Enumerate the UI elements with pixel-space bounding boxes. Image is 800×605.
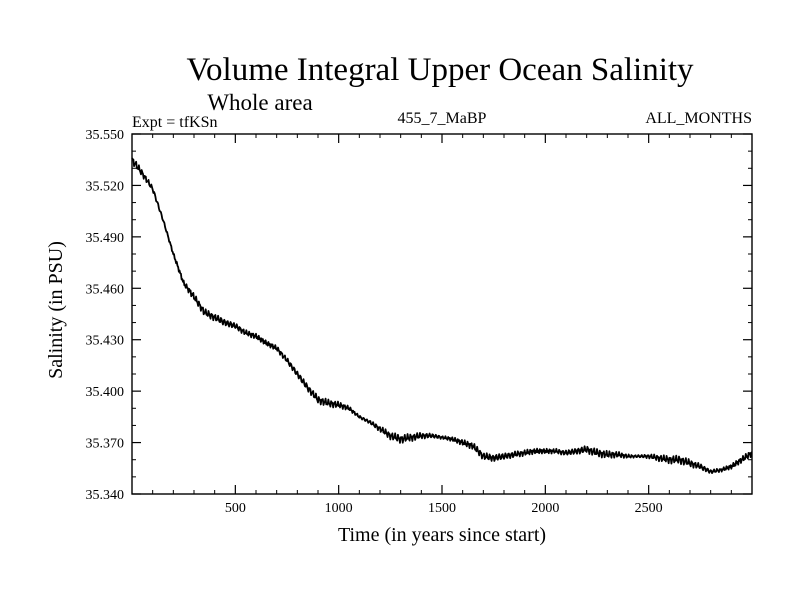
chart-title: Volume Integral Upper Ocean Salinity [186,52,694,88]
y-tick-label: 35.370 [86,437,125,452]
expt-label: Expt = tfKSn [132,114,217,131]
months-label: ALL_MONTHS [645,110,752,127]
y-axis-label: Salinity (in PSU) [45,241,67,379]
y-tick-label: 35.520 [86,179,125,194]
y-tick-label: 35.340 [86,488,125,503]
run-label: 455_7_MaBP [398,110,487,127]
y-tick-label: 35.430 [86,334,125,349]
x-axis-label: Time (in years since start) [338,524,546,546]
chart-subtitle: Whole area [207,90,312,115]
x-tick-label: 2000 [531,501,559,516]
y-tick-label: 35.490 [86,231,125,246]
x-tick-label: 2500 [635,501,663,516]
y-tick-label: 35.400 [86,385,125,400]
y-tick-label: 35.550 [86,128,125,143]
x-tick-label: 500 [225,501,246,516]
x-tick-label: 1500 [428,501,456,516]
series-line-salinity [131,157,753,475]
x-tick-label: 1000 [325,501,353,516]
plot-area: 500 1000 1500 2000 2500 35.340 35.370 35.400 35.… [86,128,753,516]
y-tick-label: 35.460 [86,282,125,297]
